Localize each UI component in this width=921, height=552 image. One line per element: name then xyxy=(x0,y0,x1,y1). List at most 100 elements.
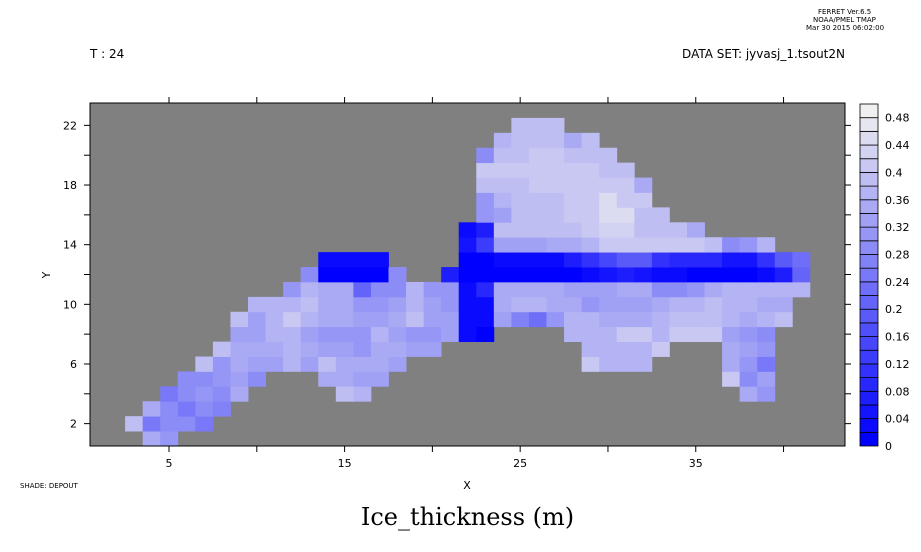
heatmap-cell xyxy=(757,252,776,268)
heatmap-cell xyxy=(564,162,583,178)
heatmap-cell xyxy=(335,356,354,372)
colorbar-box xyxy=(859,171,879,187)
heatmap-cell xyxy=(528,267,547,283)
heatmap-cell xyxy=(511,162,530,178)
heatmap-cell xyxy=(581,132,600,149)
heatmap-cell xyxy=(599,177,618,193)
heatmap-cell xyxy=(616,356,635,372)
y-tick-label: 10 xyxy=(63,298,77,311)
heatmap-cell xyxy=(599,192,618,208)
time-label: T : 24 xyxy=(90,47,125,61)
heatmap-cell xyxy=(581,356,600,372)
heatmap-cell xyxy=(581,207,600,223)
colorbar-box xyxy=(859,158,879,173)
heatmap-cell xyxy=(722,311,741,328)
heatmap-cell xyxy=(739,326,758,343)
colorbar-label: 0.24 xyxy=(885,276,910,289)
y-tick-label: 14 xyxy=(63,239,77,252)
heatmap-cell xyxy=(546,207,565,223)
heatmap-cell xyxy=(616,237,635,253)
colorbar: 0 0.04 0.08 0.12 0.16 0.2 0.24 0.28 0.32 0.36 0.4 0… xyxy=(859,103,910,453)
heatmap-cell xyxy=(476,192,495,208)
heatmap-cell xyxy=(528,132,547,149)
heatmap-cell xyxy=(774,267,793,283)
heatmap-cell xyxy=(528,252,547,268)
heatmap-cell xyxy=(511,296,530,313)
heatmap-cell xyxy=(634,237,653,253)
heatmap-cell xyxy=(353,326,372,343)
heatmap-cell xyxy=(564,192,583,208)
heatmap-cell xyxy=(722,237,741,253)
heatmap-cell xyxy=(616,222,635,238)
x-tick-label: 25 xyxy=(513,457,527,470)
heatmap-cell xyxy=(493,296,512,313)
heatmap-cell xyxy=(546,192,565,208)
heatmap-cell xyxy=(511,117,530,134)
heatmap-cell xyxy=(616,311,635,328)
heatmap-cell xyxy=(406,281,425,298)
heatmap-cell xyxy=(335,386,354,402)
heatmap-cell xyxy=(616,252,635,268)
heatmap-cell xyxy=(441,296,460,313)
heatmap-cell xyxy=(283,326,302,343)
heatmap-cell xyxy=(599,356,618,372)
x-tick-label: 15 xyxy=(338,457,352,470)
heatmap-cell xyxy=(370,296,389,313)
heatmap-cell xyxy=(599,237,618,253)
heatmap-cell xyxy=(599,222,618,238)
heatmap-cell xyxy=(300,341,319,357)
heatmap-cell xyxy=(230,311,249,328)
heatmap-cell xyxy=(511,252,530,268)
heatmap-cell xyxy=(634,341,653,357)
heatmap-cell xyxy=(230,341,249,357)
heatmap-cell xyxy=(581,341,600,357)
heatmap-cell xyxy=(406,311,425,328)
heatmap-cell xyxy=(160,416,179,432)
heatmap-cell xyxy=(283,341,302,357)
heatmap-cell xyxy=(353,252,372,268)
heatmap-cell xyxy=(774,296,793,313)
heatmap-cell xyxy=(757,237,776,253)
colorbar-label: 0.12 xyxy=(885,358,910,371)
heatmap-cell xyxy=(511,192,530,208)
heatmap-cell xyxy=(195,386,214,402)
heatmap-cell xyxy=(581,281,600,298)
heatmap-cell xyxy=(669,222,688,238)
colorbar-box xyxy=(859,322,879,337)
heatmap-cell xyxy=(160,431,179,447)
heatmap-cell xyxy=(283,311,302,328)
heatmap-cell xyxy=(722,371,741,387)
heatmap-cell xyxy=(300,296,319,313)
heatmap-cell xyxy=(370,326,389,343)
heatmap-cell xyxy=(616,296,635,313)
colorbar-box xyxy=(859,308,879,324)
heatmap-cell xyxy=(599,147,618,164)
heatmap-cell xyxy=(528,207,547,223)
dataset-label: DATA SET: jyvasj_1.tsout2N xyxy=(682,47,845,61)
heatmap-cell xyxy=(528,162,547,178)
colorbar-box xyxy=(859,363,879,379)
heatmap-cell xyxy=(476,177,495,193)
heatmap-cell xyxy=(546,237,565,253)
heatmap-cell xyxy=(458,267,477,283)
heatmap-cell xyxy=(634,311,653,328)
heatmap-cell xyxy=(599,207,618,223)
heatmap-cell xyxy=(774,281,793,298)
colorbar-box xyxy=(859,390,879,406)
heatmap-cell xyxy=(335,371,354,387)
heatmap-cell xyxy=(248,296,266,313)
heatmap-cell xyxy=(739,281,758,298)
heatmap-cell xyxy=(581,326,600,343)
heatmap-cell xyxy=(248,356,266,372)
heatmap-cell xyxy=(476,296,495,313)
heatmap-cell xyxy=(616,207,635,223)
heatmap-cell xyxy=(757,281,776,298)
colorbar-label: 0.08 xyxy=(885,385,910,398)
heatmap-cell xyxy=(528,222,547,238)
heatmap-cell xyxy=(722,281,741,298)
y-tick-label: 18 xyxy=(63,179,77,192)
colorbar-label: 0.48 xyxy=(885,112,910,125)
heatmap-cell xyxy=(300,326,319,343)
heatmap-cell xyxy=(686,296,705,313)
heatmap-cell xyxy=(669,252,688,268)
